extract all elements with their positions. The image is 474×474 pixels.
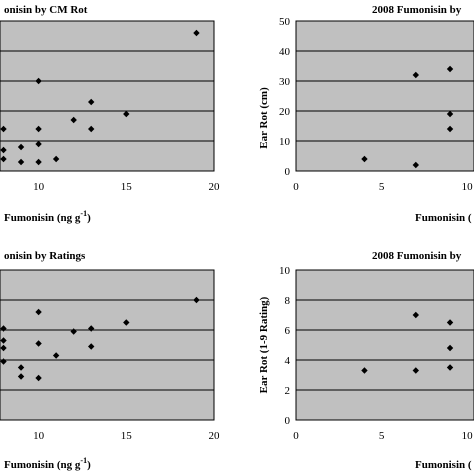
xlabel-bottom-right: Fumonisin ( [415,459,472,471]
grid-top-right [296,50,474,142]
data-point [0,358,7,365]
x-tick-label: 0 [293,181,299,193]
y-tick-label: 20 [279,106,291,118]
y-tick-label: 8 [285,295,291,307]
x-tick-label: 5 [379,181,385,193]
x-tick-label: 20 [209,181,221,193]
data-point [35,140,42,148]
data-point [412,367,420,374]
xticks-bottom-left: 10 15 20 [33,430,220,442]
data-point [446,125,454,133]
data-point [361,155,368,163]
data-point [52,155,60,163]
data-point [88,125,95,133]
x-tick-label: 10 [33,430,45,442]
y-tick-label: 40 [279,46,291,58]
data-point [361,367,368,374]
data-point [446,364,454,371]
xlabel-bottom-left: Fumonisin (ng g-1) [4,456,91,471]
grid-bottom-left [0,299,214,391]
points-bottom-right [361,311,454,374]
yticks-bottom-right: 0 2 4 6 8 10 [279,265,291,427]
data-point [35,374,42,382]
data-point [70,328,77,335]
data-point [70,116,77,124]
data-point [412,161,420,169]
title-bottom-right: 2008 Fumonisin by [372,250,462,262]
xlabel-top-left: Fumonisin (ng g-1) [4,209,91,224]
x-tick-label: 10 [462,181,474,193]
xlabel-top-right: Fumonisin ( [415,212,472,224]
y-tick-label: 2 [285,385,291,397]
data-point [0,344,7,352]
data-point [52,352,60,359]
panel-bottom-right: 0 5 10 0 2 4 6 8 10 2008 Fumonisin by Fumonisin… [258,250,474,471]
data-point [446,344,454,352]
data-point [35,158,42,166]
plot-area-top-left [0,20,215,172]
data-point [35,77,42,85]
x-tick-label: 15 [121,430,133,442]
y-tick-label: 10 [279,136,291,148]
data-point [193,296,200,304]
data-point [35,125,42,133]
title-top-left: onisin by CM Rot [4,4,88,16]
y-tick-label: 30 [279,76,291,88]
panel-top-left: 10 15 20 onisin by CM Rot Fumonisin (ng g-… [0,4,220,224]
y-tick-label: 0 [285,415,291,427]
data-point [0,146,7,154]
y-tick-label: 0 [285,166,291,178]
data-point [446,65,454,73]
data-point [0,155,7,163]
data-point [17,143,25,151]
data-point [0,125,7,133]
title-top-right: 2008 Fumonisin by [372,4,462,16]
xticks-top-left: 10 15 20 [33,181,220,193]
data-point [446,319,454,326]
y-tick-label: 6 [285,325,291,337]
panel-bottom-left: 10 15 20 onisin by Ratings Fumonisin (ng g… [0,250,220,471]
yticks-top-right: 0 10 20 30 40 50 [279,16,291,178]
data-point [446,110,454,118]
plot-area-top-right [295,20,474,172]
data-point [123,110,130,118]
x-tick-label: 15 [121,181,133,193]
points-top-left [0,29,200,166]
y-tick-label: 4 [285,355,291,367]
data-point [0,337,7,344]
data-point [412,71,420,79]
ylabel-bottom-right: Ear Rot (1-9 Rating) [258,296,270,393]
x-tick-label: 10 [462,430,474,442]
xticks-top-right: 0 5 10 [293,181,473,193]
data-point [17,158,25,166]
data-point [17,364,25,371]
data-point [88,98,95,106]
data-point [35,308,42,316]
title-bottom-left: onisin by Ratings [4,250,86,262]
y-tick-label: 10 [279,265,291,277]
data-point [412,311,420,319]
data-point [88,325,95,332]
data-point [17,373,25,380]
points-bottom-left [0,296,200,382]
x-tick-label: 10 [33,181,45,193]
x-tick-label: 5 [379,430,385,442]
data-point [193,29,200,37]
ylabel-top-right: Ear Rot (cm) [258,87,270,149]
data-point [35,340,42,347]
plot-area-bottom-right [295,269,474,421]
x-tick-label: 20 [209,430,221,442]
data-point [123,319,130,326]
xticks-bottom-right: 0 5 10 [293,430,473,442]
points-top-right [361,65,454,169]
x-tick-label: 0 [293,430,299,442]
panel-top-right: 0 5 10 0 10 20 30 40 50 2008 Fumonisin by Fumon… [258,4,474,224]
data-point [88,343,95,350]
y-tick-label: 50 [279,16,291,28]
data-point [0,325,7,332]
plot-area-bottom-left [0,269,215,421]
grid-bottom-right [296,299,474,391]
